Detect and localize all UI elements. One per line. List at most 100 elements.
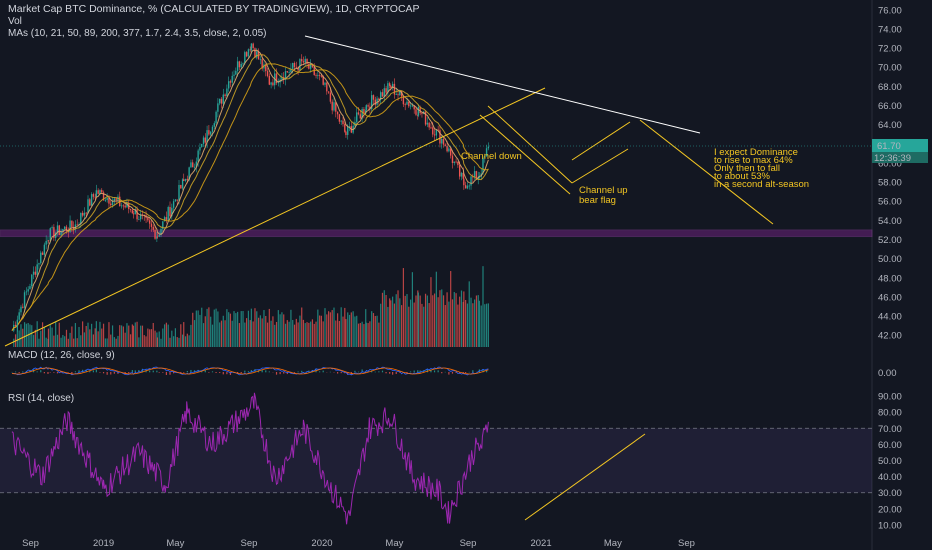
volume-bar (78, 326, 80, 347)
x-tick-label: May (166, 538, 184, 549)
volume-bar (174, 328, 177, 347)
candle-body (139, 214, 142, 220)
macd-histogram-bar (283, 372, 285, 374)
candle-body (129, 209, 132, 211)
rsi-band (0, 428, 872, 493)
timer-badge (872, 152, 928, 163)
volume-bar (363, 324, 365, 347)
candle-body (180, 184, 182, 189)
volume-bar (327, 311, 330, 347)
x-tick-label: 2021 (530, 538, 551, 549)
volume-bar (180, 324, 182, 347)
volume-bar (131, 324, 133, 347)
candle-body (290, 68, 292, 73)
macd-histogram-bar (183, 372, 185, 373)
volume-bar (106, 338, 108, 347)
volume-bar (102, 323, 105, 347)
volume-bar (453, 292, 455, 347)
moving-average-line (11, 63, 489, 331)
volume-bar (306, 322, 308, 347)
candle-body (402, 96, 405, 105)
volume-bar (150, 329, 153, 347)
volume-bar (192, 312, 194, 347)
volume-bar (463, 291, 465, 347)
rsi-tick-label: 20.00 (878, 504, 902, 515)
volume-bar (94, 328, 96, 347)
price-tick-label: 60.00 (878, 158, 902, 169)
volume-bar (69, 332, 71, 347)
volume-bar (475, 295, 478, 347)
candle-body (115, 198, 117, 200)
candle-body (215, 111, 217, 124)
candle-body (417, 107, 420, 116)
candle-body (56, 225, 59, 233)
volume-bar (411, 272, 413, 347)
volume-bar (357, 323, 360, 347)
volume-bar (393, 303, 396, 347)
volume-bar (164, 324, 166, 347)
candle-body (265, 64, 267, 72)
price-tick-label: 72.00 (878, 44, 902, 55)
volume-bar (433, 293, 436, 347)
volume-bar (199, 314, 201, 347)
candle-body (80, 212, 82, 225)
volume-bar (406, 294, 408, 347)
moving-average-line (11, 49, 489, 331)
macd-histogram-bar (92, 370, 95, 373)
candle-body (89, 199, 91, 206)
volume-bar (350, 312, 352, 347)
macd-panel (11, 366, 489, 376)
candle-body (357, 112, 360, 115)
volume-bar (117, 335, 119, 347)
candle-body (404, 104, 406, 106)
volume-bar (74, 323, 77, 347)
macd-histogram-bar (247, 371, 250, 373)
volume-bar (108, 322, 110, 347)
volume-bar (409, 299, 412, 347)
candle-body (397, 94, 399, 96)
candle-body (444, 144, 446, 146)
volume-bar (256, 311, 258, 347)
candle-body (174, 199, 177, 202)
volume-bar (333, 307, 335, 347)
volume-bar (365, 322, 367, 347)
macd-histogram-bar (279, 372, 281, 375)
volume-bar (82, 321, 84, 347)
volume-bar (83, 332, 86, 347)
volume-bar (444, 305, 446, 347)
volume-bar (439, 290, 441, 347)
volume-bar (380, 303, 382, 347)
volume-bar (244, 322, 246, 347)
volume-bar (85, 326, 87, 347)
volume-bar (265, 315, 267, 347)
candle-body (464, 185, 467, 189)
vol-legend: Vol (8, 16, 22, 27)
candle-body (367, 105, 369, 107)
candle-body (256, 51, 258, 58)
volume-bar (60, 337, 62, 347)
volume-bar (472, 303, 474, 347)
macd-histogram-bar (426, 368, 428, 373)
volume-bar (446, 292, 448, 347)
volume-bar (13, 338, 15, 347)
candle-body (393, 83, 396, 95)
volume-bar (448, 301, 450, 347)
channel-up-upper (571, 121, 631, 161)
volume-bar (202, 323, 205, 347)
candle-body (199, 147, 201, 151)
volume-bar (268, 308, 270, 347)
candle-body (254, 48, 256, 58)
volume-bar (404, 295, 406, 347)
candle-body (383, 88, 385, 97)
macd-histogram-bar (392, 372, 394, 375)
rsi-trendline (524, 433, 646, 521)
candle-body (217, 103, 219, 112)
candle-body (53, 227, 55, 238)
candle-body (126, 202, 128, 208)
macd-histogram-bar (169, 372, 171, 375)
volume-bar (23, 322, 26, 347)
volume-bar (235, 313, 237, 347)
macd-histogram-bar (448, 372, 450, 375)
volume-bar (352, 311, 354, 347)
macd-histogram-bar (237, 372, 239, 374)
